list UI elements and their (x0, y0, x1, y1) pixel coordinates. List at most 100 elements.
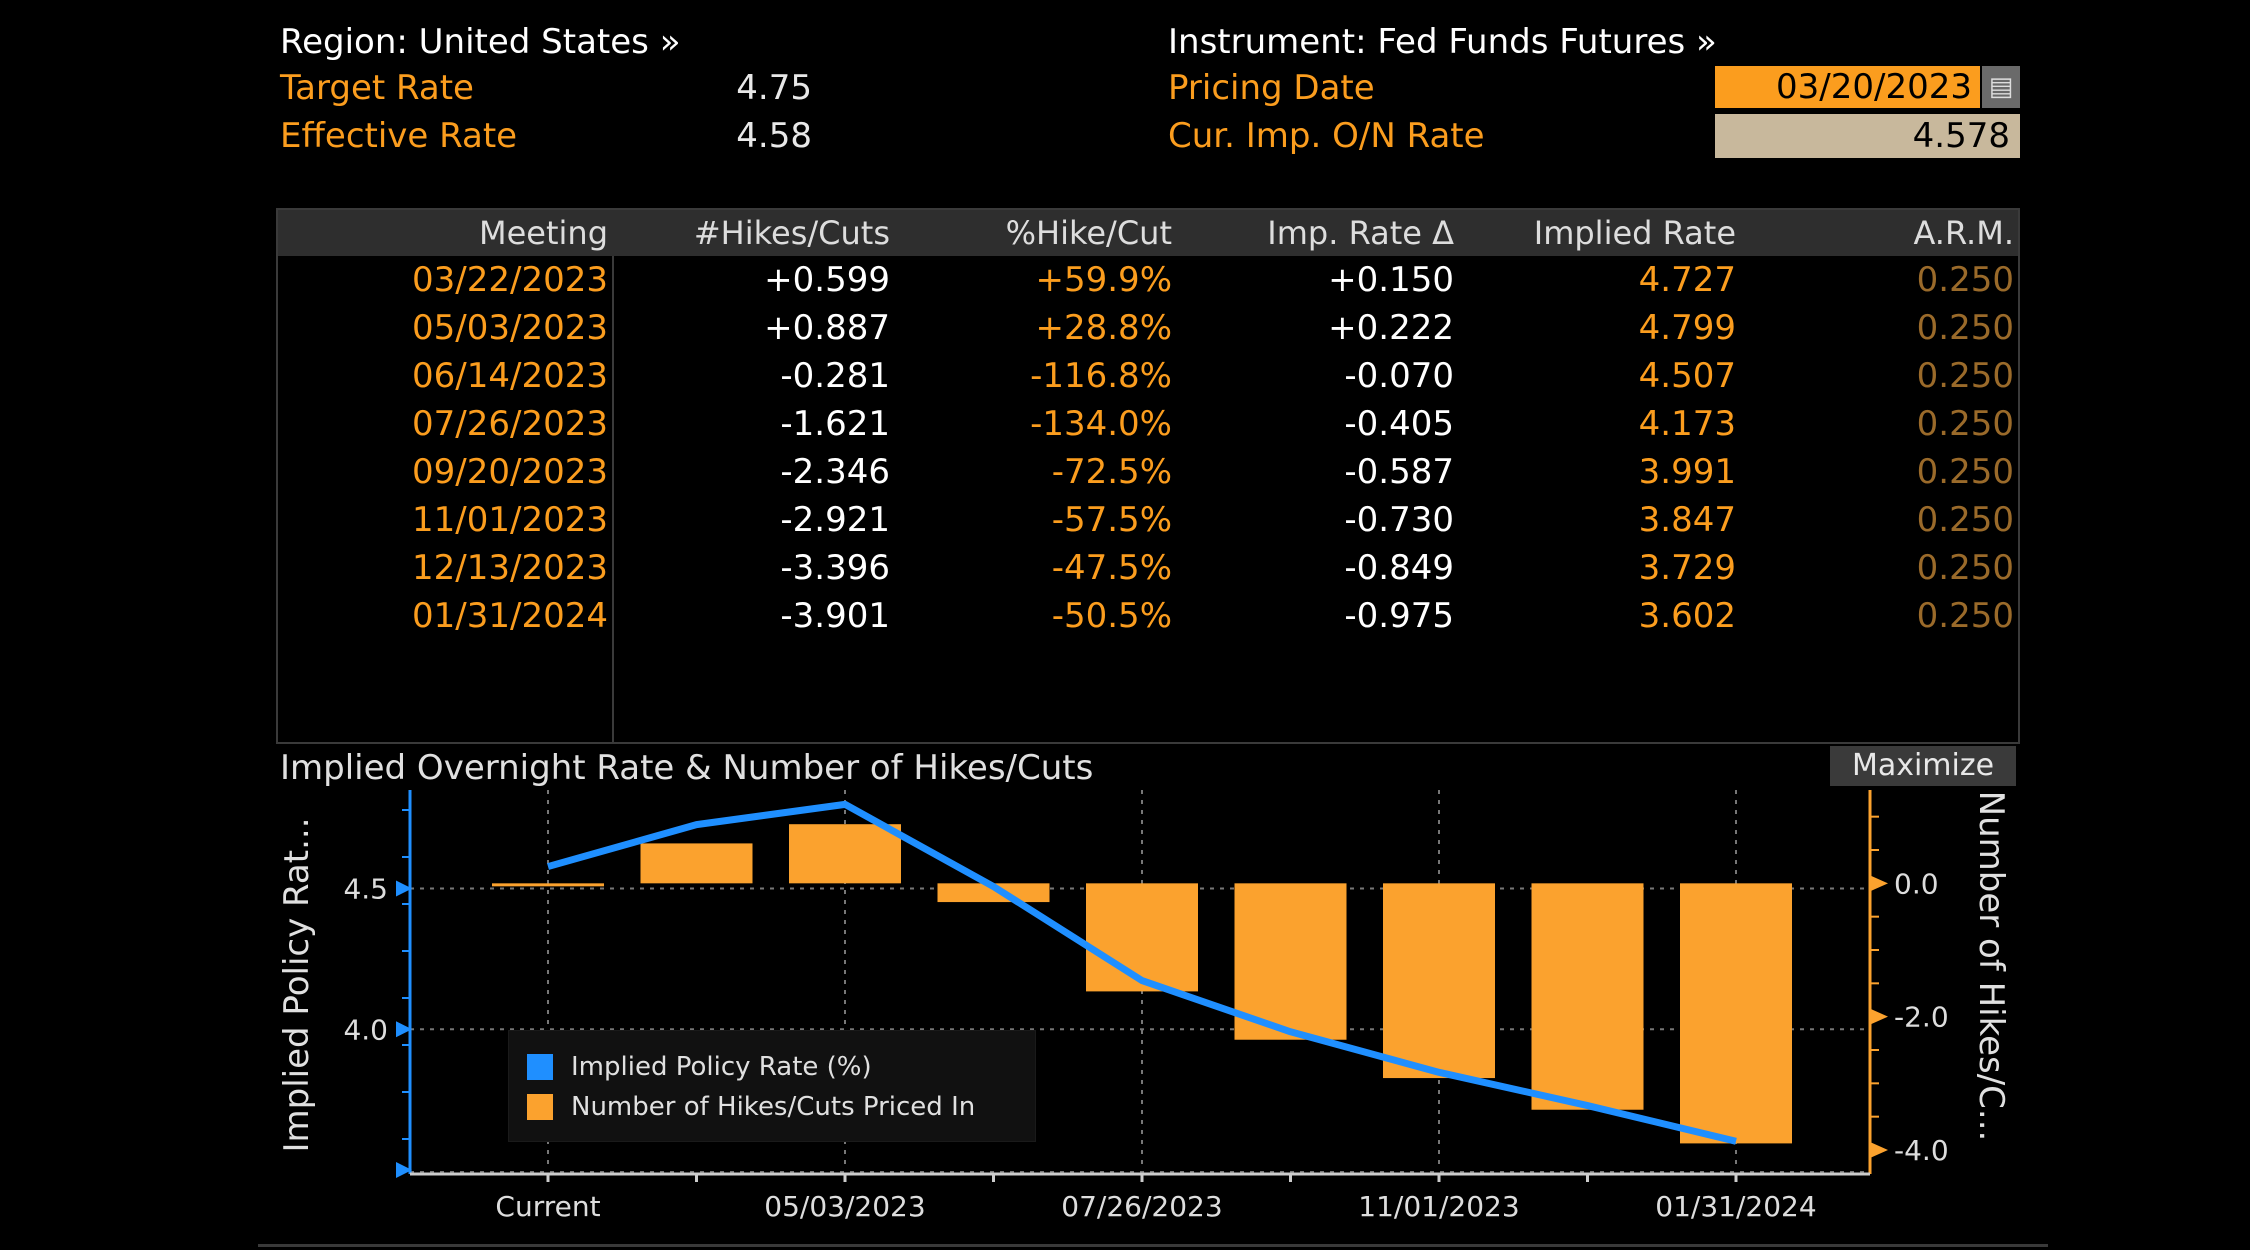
bar-hikes-cuts (1680, 883, 1792, 1144)
cell-hikes-cuts: -0.281 (780, 356, 890, 396)
cell-hikes-cuts: -2.921 (780, 500, 890, 540)
x-tick-label: 05/03/2023 (764, 1190, 925, 1223)
bar-hikes-cuts (789, 824, 901, 884)
cell-implied-rate: 4.173 (1638, 404, 1736, 444)
table-row[interactable]: 05/03/2023 +0.887 +28.8% +0.222 4.799 0.250 (278, 304, 2018, 352)
cell-pct-hike-cut: -50.5% (1051, 596, 1172, 636)
cell-imp-rate-delta: -0.405 (1344, 404, 1454, 444)
table-row[interactable]: 06/14/2023 -0.281 -116.8% -0.070 4.507 0.250 (278, 352, 2018, 400)
bar-hikes-cuts (640, 843, 753, 884)
col-pct-hike-cut-header[interactable]: %Hike/Cut (894, 210, 1176, 256)
cell-pct-hike-cut: -116.8% (1030, 356, 1172, 396)
region-selector[interactable]: Region: United States » (280, 22, 681, 62)
cell-hikes-cuts: -2.346 (780, 452, 890, 492)
left-tick-marker (396, 1021, 412, 1038)
table-row[interactable]: 12/13/2023 -3.396 -47.5% -0.849 3.729 0.250 (278, 544, 2018, 592)
cell-arm: 0.250 (1916, 260, 2014, 300)
calendar-icon[interactable]: ▤ (1982, 66, 2020, 108)
cell-pct-hike-cut: -72.5% (1051, 452, 1172, 492)
cell-implied-rate: 3.729 (1638, 548, 1736, 588)
right-tick-label: -2.0 (1894, 1001, 1949, 1034)
cell-meeting: 06/14/2023 (412, 356, 608, 396)
cell-implied-rate: 3.991 (1638, 452, 1736, 492)
pricing-date-label: Pricing Date (1168, 68, 1375, 108)
target-rate-value: 4.75 (736, 68, 812, 108)
maximize-button[interactable]: Maximize (1830, 746, 2016, 786)
effective-rate-value: 4.58 (736, 116, 812, 156)
table-row[interactable]: 09/20/2023 -2.346 -72.5% -0.587 3.991 0.250 (278, 448, 2018, 496)
cell-imp-rate-delta: +0.222 (1328, 308, 1454, 348)
table-row[interactable]: 01/31/2024 -3.901 -50.5% -0.975 3.602 0.250 (278, 592, 2018, 640)
cell-arm: 0.250 (1916, 548, 2014, 588)
cell-meeting: 11/01/2023 (412, 500, 608, 540)
cell-implied-rate: 3.847 (1638, 500, 1736, 540)
cur-imp-rate-label: Cur. Imp. O/N Rate (1168, 116, 1485, 156)
cell-hikes-cuts: -3.396 (780, 548, 890, 588)
target-rate-label: Target Rate (280, 68, 474, 108)
cell-imp-rate-delta: +0.150 (1328, 260, 1454, 300)
legend-item-bar[interactable]: Number of Hikes/Cuts Priced In (527, 1087, 1035, 1127)
col-arm-header[interactable]: A.R.M. (1740, 210, 2018, 256)
cell-pct-hike-cut: +28.8% (1035, 308, 1173, 348)
cell-arm: 0.250 (1916, 452, 2014, 492)
cell-arm: 0.250 (1916, 500, 2014, 540)
implied-rate-line (547, 800, 1737, 1145)
instrument-selector[interactable]: Instrument: Fed Funds Futures » (1168, 22, 1717, 62)
legend-label-line: Implied Policy Rate (%) (571, 1052, 872, 1082)
bar-hikes-cuts (492, 883, 604, 887)
x-tick-label: 11/01/2023 (1358, 1190, 1519, 1223)
cell-implied-rate: 4.507 (1638, 356, 1736, 396)
cell-pct-hike-cut: -134.0% (1030, 404, 1172, 444)
right-tick-label: 0.0 (1894, 867, 1939, 900)
left-axis-end-marker (396, 1162, 412, 1178)
cell-meeting: 07/26/2023 (412, 404, 608, 444)
effective-rate-label: Effective Rate (280, 116, 518, 156)
col-implied-rate-header[interactable]: Implied Rate (1458, 210, 1740, 256)
x-tick-label: 01/31/2024 (1655, 1190, 1816, 1223)
bar-hikes-cuts (1531, 883, 1644, 1110)
right-axis-label: Number of Hikes/C... (1971, 791, 2011, 1142)
cell-hikes-cuts: +0.887 (764, 308, 890, 348)
col-imp-rate-delta-header[interactable]: Imp. Rate Δ (1176, 210, 1458, 256)
pricing-date-input[interactable]: 03/20/2023 (1715, 66, 1980, 108)
cell-arm: 0.250 (1916, 596, 2014, 636)
meetings-table-frame (276, 208, 2020, 744)
table-row[interactable]: 07/26/2023 -1.621 -134.0% -0.405 4.173 0.250 (278, 400, 2018, 448)
left-tick-label: 4.0 (343, 1013, 388, 1046)
cell-pct-hike-cut: -57.5% (1051, 500, 1172, 540)
col-meeting-header[interactable]: Meeting (278, 210, 612, 256)
x-tick-label: Current (495, 1190, 600, 1223)
left-tick-label: 4.5 (343, 873, 388, 906)
chart-title: Implied Overnight Rate & Number of Hikes… (280, 748, 1094, 788)
table-row[interactable]: 03/22/2023 +0.599 +59.9% +0.150 4.727 0.250 (278, 256, 2018, 304)
table-divider (612, 254, 614, 742)
table-row[interactable]: 11/01/2023 -2.921 -57.5% -0.730 3.847 0.250 (278, 496, 2018, 544)
bottom-rule (258, 1244, 2048, 1247)
cell-hikes-cuts: -3.901 (780, 596, 890, 636)
cell-imp-rate-delta: -0.975 (1344, 596, 1454, 636)
cell-meeting: 09/20/2023 (412, 452, 608, 492)
meetings-table: Meeting #Hikes/Cuts %Hike/Cut Imp. Rate … (278, 210, 2018, 640)
bar-hikes-cuts (1234, 883, 1347, 1040)
x-tick-label: 07/26/2023 (1061, 1190, 1222, 1223)
cell-pct-hike-cut: +59.9% (1035, 260, 1173, 300)
cell-imp-rate-delta: -0.730 (1344, 500, 1454, 540)
bar-hikes-cuts (1086, 883, 1198, 992)
cell-arm: 0.250 (1916, 308, 2014, 348)
cell-meeting: 03/22/2023 (412, 260, 608, 300)
bar-swatch (527, 1094, 553, 1120)
bar-hikes-cuts (937, 883, 1050, 903)
cell-implied-rate: 4.799 (1638, 308, 1736, 348)
col-hikes-cuts-header[interactable]: #Hikes/Cuts (612, 210, 894, 256)
left-tick-marker (396, 880, 412, 897)
cell-imp-rate-delta: -0.849 (1344, 548, 1454, 588)
legend-item-line[interactable]: Implied Policy Rate (%) (527, 1047, 1035, 1087)
cell-arm: 0.250 (1916, 356, 2014, 396)
cell-implied-rate: 4.727 (1638, 260, 1736, 300)
cur-imp-rate-value: 4.578 (1715, 114, 2020, 158)
cell-meeting: 01/31/2024 (412, 596, 608, 636)
bar-hikes-cuts (1383, 883, 1495, 1079)
right-tick-label: -4.0 (1894, 1134, 1949, 1167)
left-axis-label: Implied Policy Rat... (277, 817, 317, 1152)
